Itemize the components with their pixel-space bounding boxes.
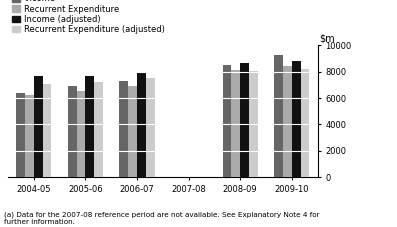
- Bar: [301, 69, 309, 177]
- Bar: [42, 84, 51, 177]
- Text: (a) Data for the 2007-08 reference period are not available. See Explanatory Not: (a) Data for the 2007-08 reference perio…: [4, 211, 320, 225]
- Bar: [85, 76, 94, 177]
- Bar: [146, 78, 154, 177]
- Bar: [283, 67, 292, 177]
- Legend: Income, Recurrent Expenditure, Income (adjusted), Recurrent Expenditure (adjuste: Income, Recurrent Expenditure, Income (a…: [12, 0, 165, 34]
- Bar: [16, 93, 25, 177]
- Text: $m: $m: [320, 33, 335, 43]
- Bar: [128, 86, 137, 177]
- Bar: [119, 81, 128, 177]
- Bar: [249, 71, 258, 177]
- Bar: [137, 73, 146, 177]
- Bar: [94, 82, 103, 177]
- Bar: [240, 63, 249, 177]
- Bar: [274, 55, 283, 177]
- Bar: [231, 70, 240, 177]
- Bar: [34, 76, 42, 177]
- Bar: [25, 95, 34, 177]
- Bar: [223, 65, 231, 177]
- Bar: [68, 86, 77, 177]
- Bar: [292, 61, 301, 177]
- Bar: [77, 91, 85, 177]
